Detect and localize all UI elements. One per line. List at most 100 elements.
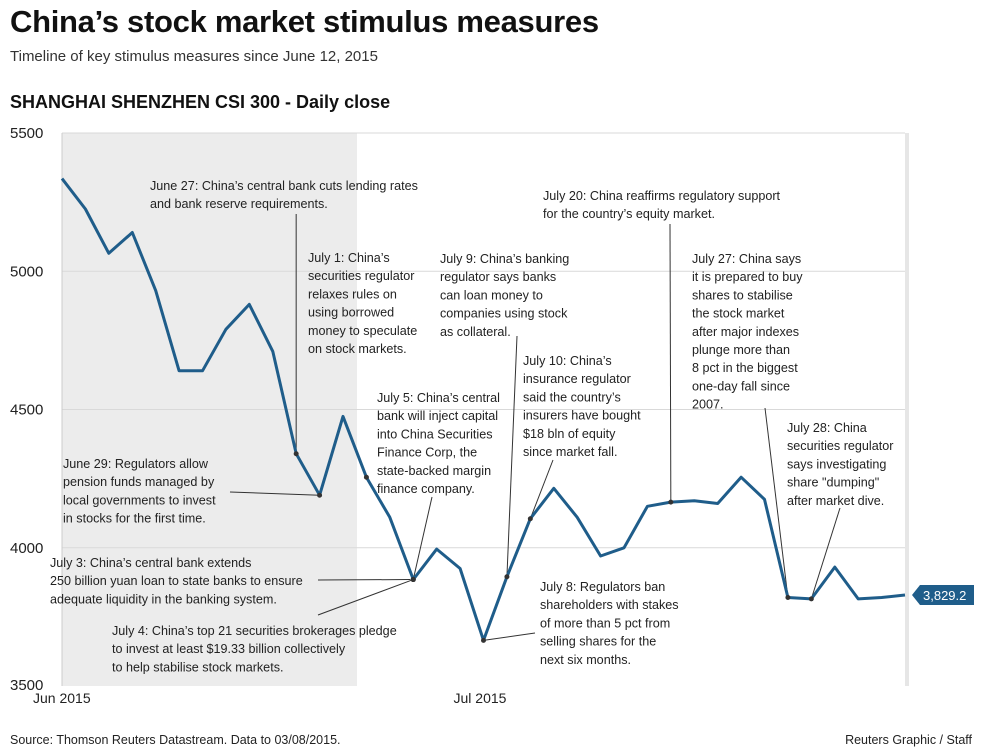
annotation-line: to help stabilise stock markets. [112,660,284,674]
annotation-line: of more than 5 pct from [540,616,670,630]
annotation-line: the stock market [692,307,785,321]
annotation-line: securities regulator [308,269,414,283]
annotation-line: share "dumping" [787,476,879,490]
annotation-line: using borrowed [308,306,394,320]
y-tick-label: 5500 [10,125,43,142]
annotation-point [363,474,369,480]
annotation-leader [810,507,841,600]
annotation-line: June 29: Regulators allow [63,457,209,471]
annotation-line: after major indexes [692,325,799,339]
annotation-jun29: June 29: Regulators allow pension funds m… [63,457,216,526]
annotation-point [527,516,533,522]
annotation-line: it is prepared to buy [692,270,803,284]
annotation-line: pension funds managed by [63,475,215,489]
annotation-line: in stocks for the first time. [63,512,206,526]
annotation-line: selling shares for the [540,635,656,649]
annotation-jul1: July 1: China’s securities regulator relax… [308,251,417,356]
annotation-point [668,499,674,505]
annotation-line: insurance regulator [523,372,631,386]
annotation-line: July 28: China [787,421,867,435]
annotation-jul8: July 8: Regulators ban shareholders with … [540,580,679,667]
annotation-line: on stock markets. [308,342,407,356]
annotation-line: plunge more than [692,343,790,357]
annotation-line: next six months. [540,653,631,667]
annotation-line: relaxes rules on [308,287,397,301]
annotation-line: July 3: China’s central bank extends [50,556,251,570]
annotation-point [808,596,814,602]
annotation-line: for the country’s equity market. [543,207,715,221]
annotation-point [317,492,323,498]
credit-note: Reuters Graphic / Staff [845,733,972,747]
page-subtitle: Timeline of key stimulus measures since … [10,48,378,65]
last-value-label: 3,829.2 [923,588,966,603]
annotation-jul10: July 10: China’s insurance regulator said … [523,354,641,459]
annotation-jul28: July 28: China securities regulator says i… [787,421,893,508]
x-tick-label: Jun 2015 [33,690,91,706]
annotation-line: July 10: China’s [523,354,612,368]
annotation-line: shares to stabilise [692,288,793,302]
annotation-point [410,577,416,583]
y-tick-label: 3500 [10,677,43,694]
annotation-line: since market fall. [523,445,617,459]
annotation-leader [412,496,433,580]
annotation-jul27: July 27: China says it is prepared to buy… [692,252,803,412]
annotation-leader [229,491,320,496]
page-title: China’s stock market stimulus measures [10,4,599,39]
annotation-point [293,451,299,457]
annotation-line: shareholders with stakes [540,598,679,612]
y-tick-label: 4000 [10,540,43,557]
annotation-jul3: July 3: China’s central bank extends 250 … [50,556,303,606]
annotation-leader [317,579,414,616]
annotation-leader [764,407,789,598]
annotation-line: 250 billion yuan loan to state banks to … [50,574,303,588]
annotation-jul5: July 5: China’s central bank will inject … [377,391,500,496]
annotation-line: bank will inject capital [377,409,498,423]
annotation-leader [483,632,536,641]
annotation-point [504,574,510,580]
annotation-line: local governments to invest [63,493,216,507]
annotation-jul20: July 20: China reaffirms regulatory supp… [543,189,781,221]
annotation-line: July 1: China’s [308,251,390,265]
annotation-leader [506,335,518,577]
annotation-line: $18 bln of equity [523,427,616,441]
annotation-line: one-day fall since [692,379,790,393]
annotation-line: to invest at least $19.33 billion collec… [112,642,346,656]
y-tick-label: 5000 [10,263,43,280]
annotation-line: said the country’s [523,390,621,404]
annotation-line: regulator says banks [440,270,556,284]
chart-title: SHANGHAI SHENZHEN CSI 300 - Daily close [10,92,391,112]
annotation-point [481,637,486,643]
annotation-line: July 8: Regulators ban [540,580,665,594]
annotation-jul4: July 4: China’s top 21 securities broker… [112,624,397,674]
annotation-line: 2007. [692,398,724,412]
annotation-line: and bank reserve requirements. [150,197,328,211]
annotation-line: into China Securities [377,427,493,441]
annotation-jul9: July 9: China’s banking regulator says ba… [440,252,569,339]
annotation-line: July 5: China’s central [377,391,500,405]
annotation-jun27: June 27: China’s central bank cuts lendi… [150,179,418,211]
annotation-line: says investigating [787,457,886,471]
annotation-line: July 27: China says [692,252,801,266]
annotation-line: 8 pct in the biggest [692,361,798,375]
annotation-line: securities regulator [787,439,893,453]
annotation-line: June 27: China’s central bank cuts lendi… [150,179,418,193]
x-tick-label: Jul 2015 [454,690,507,706]
annotation-line: money to speculate [308,324,417,338]
annotation-line: after market dive. [787,494,884,508]
annotation-leader [529,459,554,519]
annotation-line: July 4: China’s top 21 securities broker… [112,624,397,638]
annotation-line: state-backed margin [377,464,491,478]
annotation-line: as collateral. [440,325,511,339]
annotation-line: companies using stock [440,307,568,321]
annotation-line: can loan money to [440,288,543,302]
source-note: Source: Thomson Reuters Datastream. Data… [10,733,341,747]
annotation-line: insurers have bought [523,409,641,423]
annotation-line: finance company. [377,482,475,496]
annotation-line: adequate liquidity in the banking system… [50,592,277,606]
annotation-point [785,595,791,601]
annotation-line: July 20: China reaffirms regulatory supp… [543,189,781,203]
annotation-line: July 9: China’s banking [440,252,569,266]
last-value-tag [912,584,974,605]
annotation-leader [669,223,672,503]
